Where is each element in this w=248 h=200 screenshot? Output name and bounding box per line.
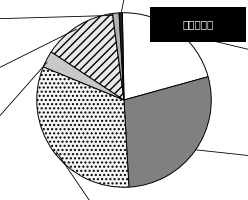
Wedge shape (43, 52, 124, 100)
Wedge shape (119, 13, 124, 100)
Text: 300人以
上, 1.2%: 300人以 上, 1.2% (0, 10, 113, 29)
Wedge shape (51, 13, 124, 100)
Text: 10～29
人,
32.1%: 10～29 人, 32.1% (56, 152, 137, 200)
Wedge shape (113, 13, 124, 100)
Text: 30～99
人,
13.6%: 30～99 人, 13.6% (0, 29, 76, 95)
Text: 100～
299人,
3.1%: 100～ 299人, 3.1% (0, 62, 47, 157)
Text: 無回答,
0.6%: 無回答, 0.6% (121, 0, 143, 12)
Wedge shape (124, 77, 211, 187)
Wedge shape (122, 13, 208, 100)
Text: 従業員規模: 従業員規模 (182, 20, 214, 29)
Wedge shape (37, 67, 129, 187)
Text: 5～9人,
28.4%: 5～9人, 28.4% (196, 148, 248, 168)
Text: 1～4人,
21.0%: 1～4人, 21.0% (178, 32, 248, 65)
